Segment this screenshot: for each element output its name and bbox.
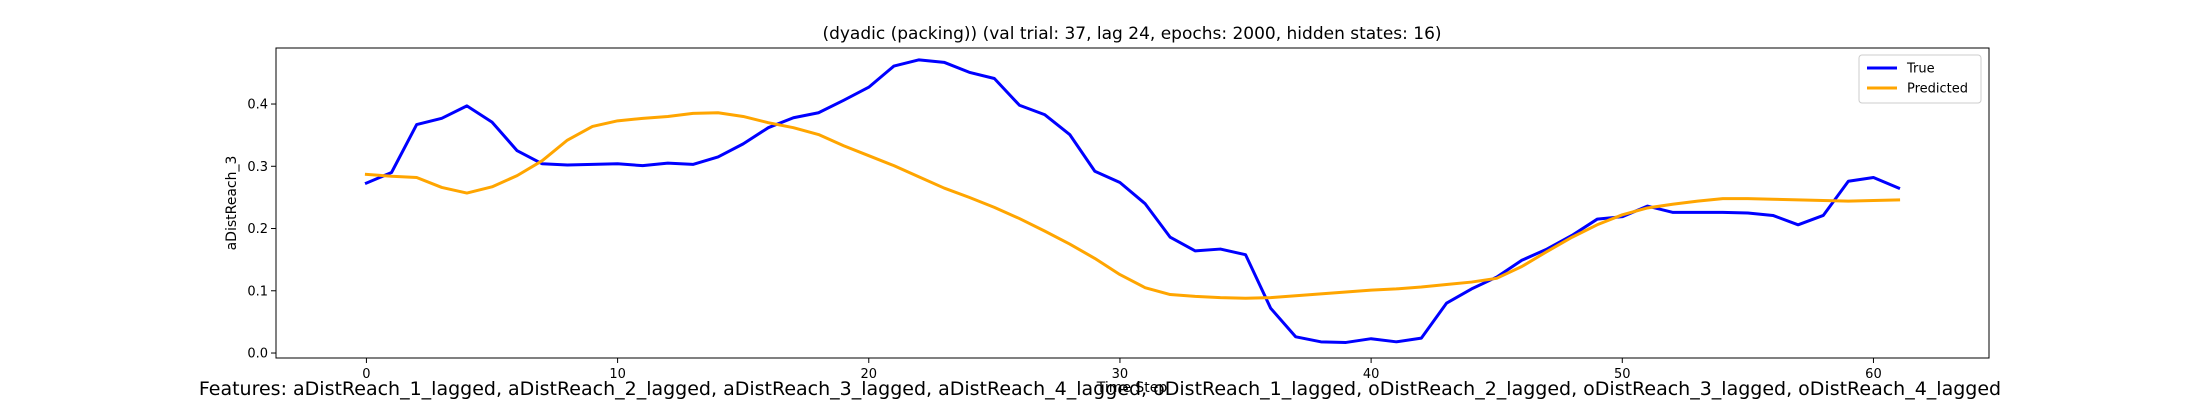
legend: True Predicted bbox=[1858, 54, 1982, 104]
y-tick-label: 0.4 bbox=[247, 98, 268, 113]
legend-label-true: True bbox=[1906, 62, 1935, 77]
x-tick-label: 60 bbox=[1865, 367, 1882, 382]
y-axis-label: aDistReach_3 bbox=[224, 156, 240, 251]
x-axis: 0 10 20 30 40 50 60 bbox=[362, 358, 1882, 382]
y-axis: 0.0 0.1 0.2 0.3 0.4 bbox=[247, 98, 276, 362]
y-tick-label: 0.1 bbox=[247, 284, 268, 299]
series-line-predicted bbox=[364, 111, 1901, 300]
y-tick-label: 0.3 bbox=[247, 160, 268, 175]
chart-title: (dyadic (packing)) (val trial: 37, lag 2… bbox=[822, 24, 1441, 44]
plot-area bbox=[275, 47, 1990, 359]
series-line-true bbox=[364, 58, 1901, 344]
features-caption: Features: aDistReach_1_lagged, aDistReac… bbox=[198, 378, 2002, 400]
x-tick-label: 0 bbox=[362, 367, 370, 382]
legend-label-predicted: Predicted bbox=[1907, 82, 1968, 97]
x-tick-label: 10 bbox=[609, 367, 626, 382]
x-tick-label: 50 bbox=[1614, 367, 1631, 382]
x-tick-label: 20 bbox=[860, 367, 877, 382]
x-tick-label: 30 bbox=[1112, 367, 1129, 382]
x-axis-label: Time Step bbox=[1096, 380, 1168, 396]
series-layer bbox=[364, 58, 1901, 344]
y-tick-label: 0.0 bbox=[247, 347, 268, 362]
y-tick-label: 0.2 bbox=[247, 222, 268, 237]
x-tick-label: 40 bbox=[1363, 367, 1380, 382]
